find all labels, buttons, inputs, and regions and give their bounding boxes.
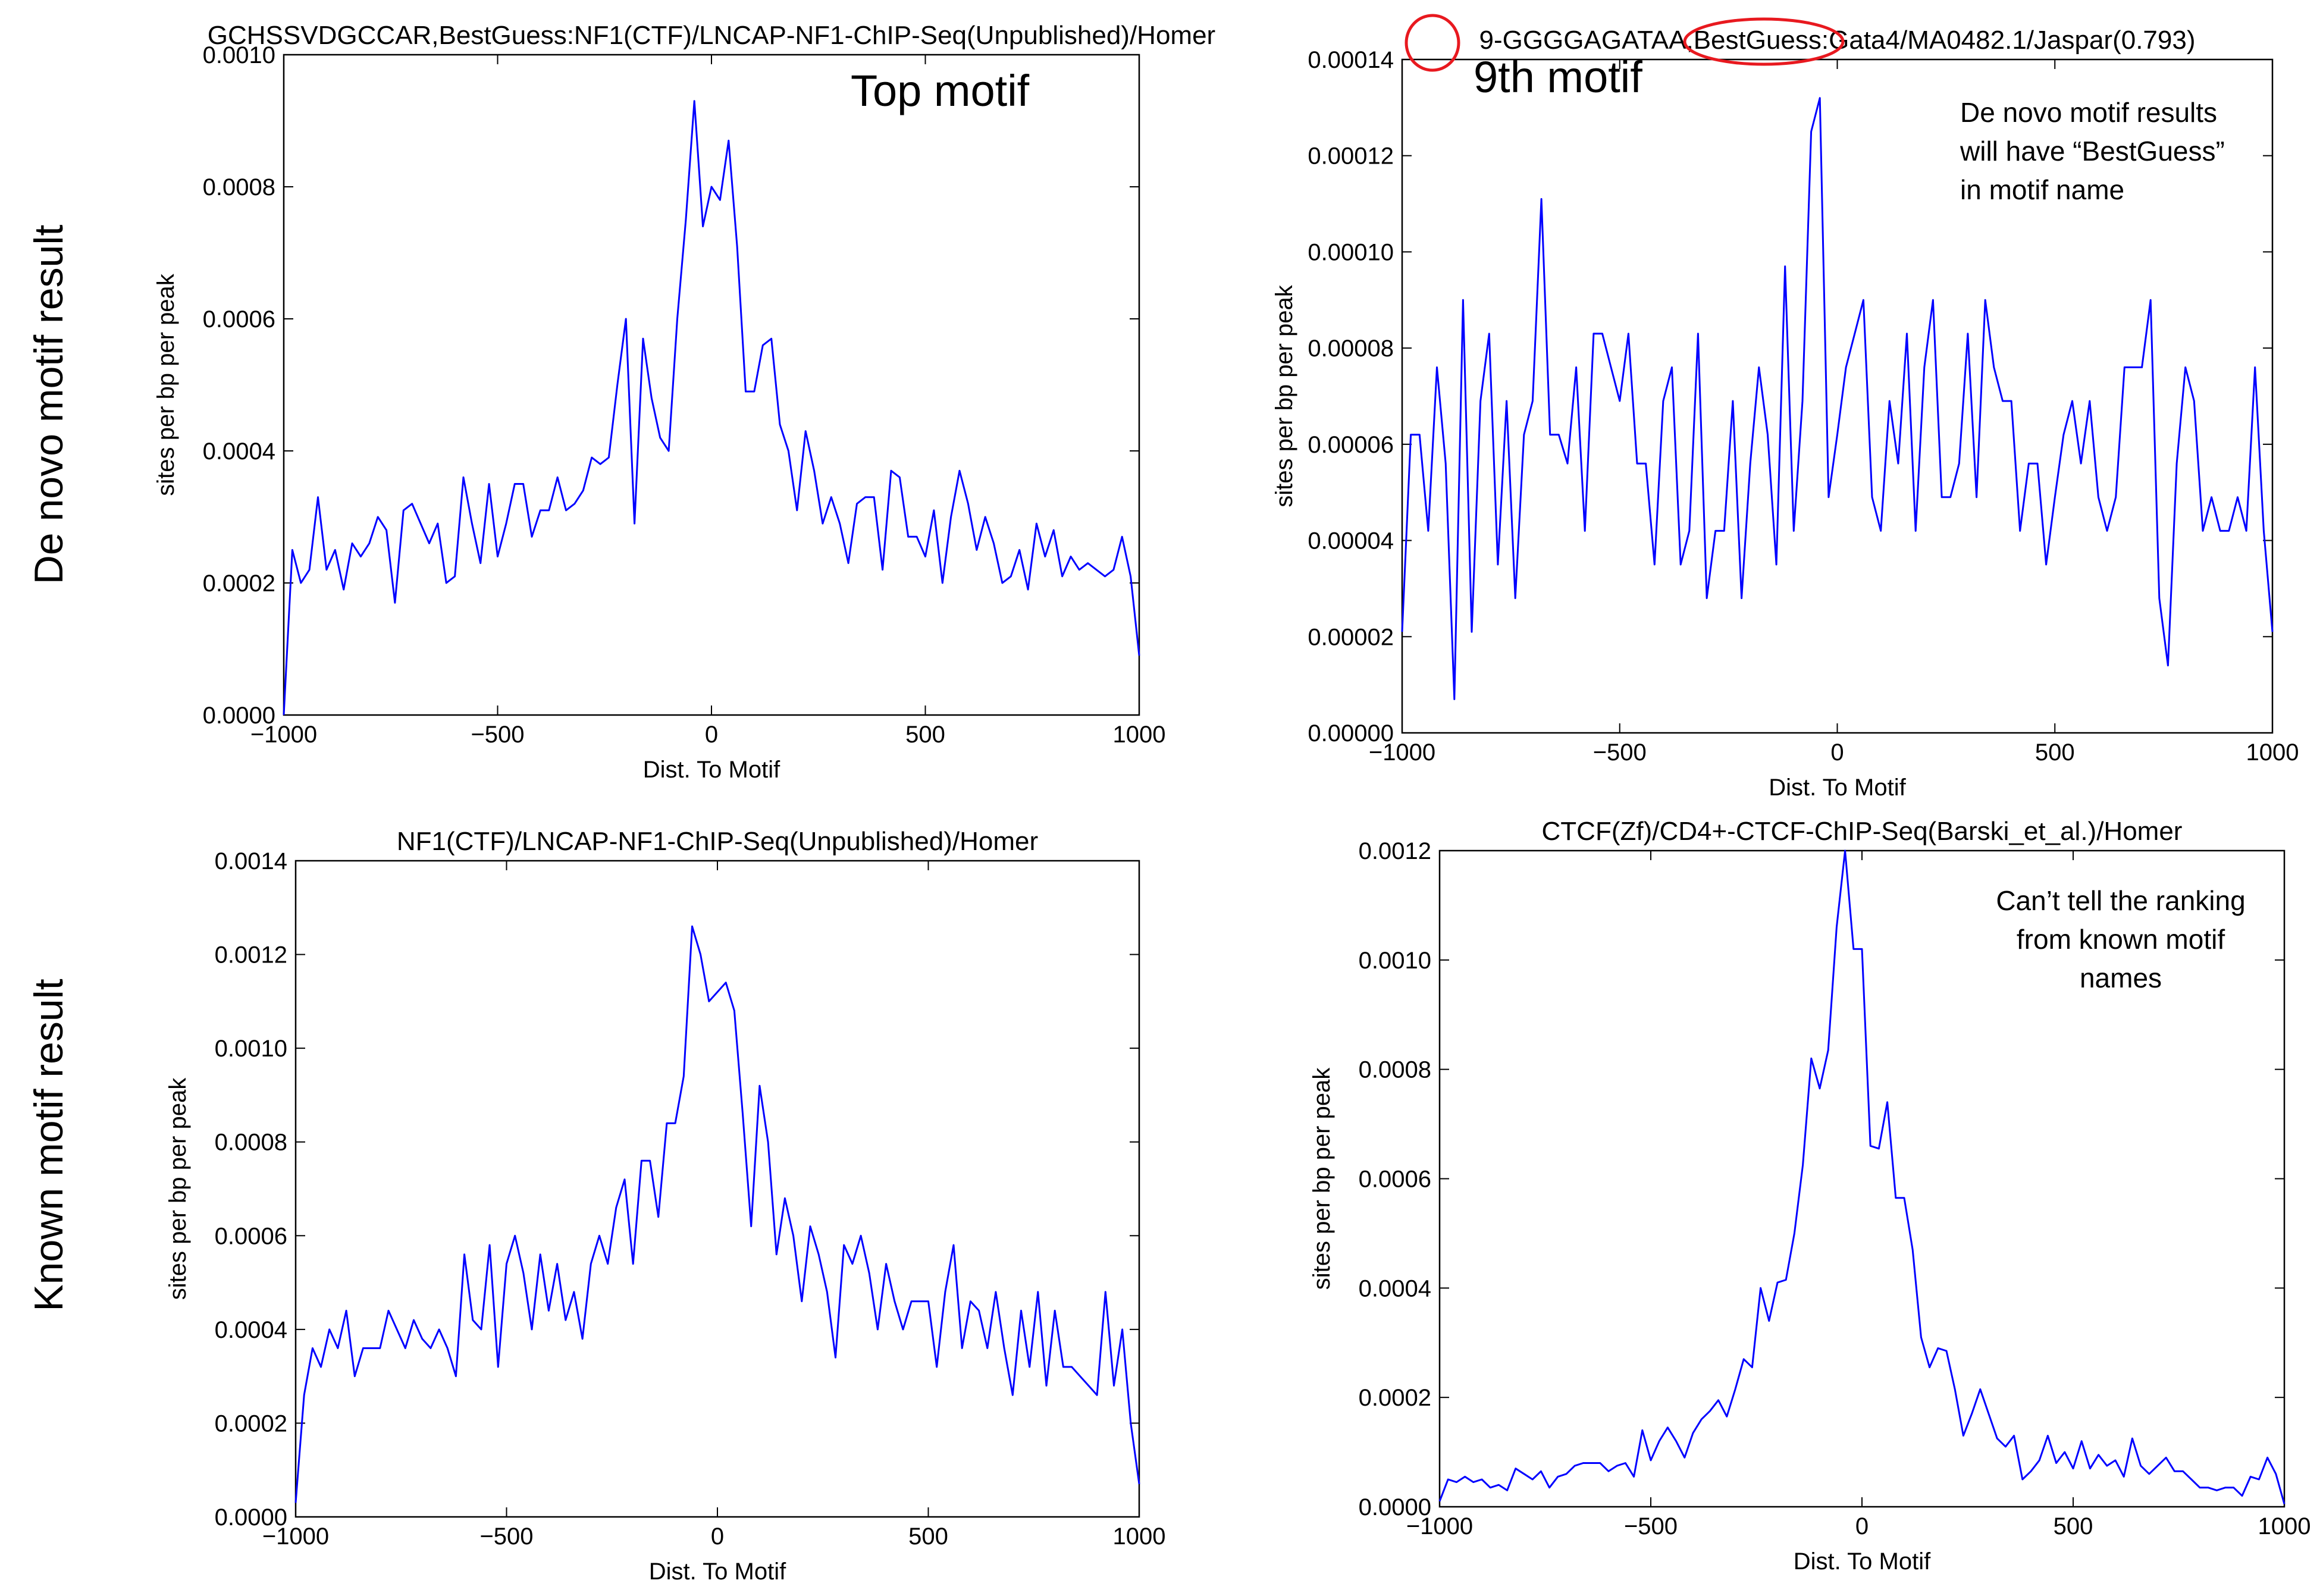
x-axis-label: Dist. To Motif <box>649 1559 786 1585</box>
y-tick-label: 0.00012 <box>1308 143 1394 170</box>
y-tick-label: 0.0008 <box>1359 1057 1431 1083</box>
y-tick-label: 0.0012 <box>1359 838 1431 864</box>
y-tick-label: 0.0010 <box>215 1036 287 1062</box>
x-tick-label: 1000 <box>1113 1523 1166 1550</box>
y-tick-label: 0.00010 <box>1308 239 1394 265</box>
y-tick-label: 0.0000 <box>1359 1494 1431 1520</box>
y-tick-label: 0.00004 <box>1308 528 1394 554</box>
y-axis-label: sites per bp per peak <box>1271 284 1297 507</box>
x-tick-label: −500 <box>1624 1513 1678 1539</box>
chart-bottom-right: CTCF(Zf)/CD4+-CTCF-ChIP-Seq(Barski_et_al… <box>1309 817 2311 1575</box>
y-tick-label: 0.0014 <box>215 848 287 874</box>
x-tick-label: −1000 <box>250 722 317 748</box>
x-tick-label: 1000 <box>2246 739 2299 766</box>
series-line <box>1401 97 2274 700</box>
y-tick-label: 0.0010 <box>203 42 275 68</box>
chart-top-right: 9-GGGGAGATAA,BestGuess:Gata4/MA0482.1/Ja… <box>1271 26 2299 801</box>
highlight-rank-number <box>1405 14 1460 72</box>
chart-title: CTCF(Zf)/CD4+-CTCF-ChIP-Seq(Barski_et_al… <box>1542 817 2183 846</box>
x-tick-label: 1000 <box>2258 1513 2311 1539</box>
x-tick-label: 0 <box>1855 1513 1869 1539</box>
y-tick-label: 0.00002 <box>1308 624 1394 650</box>
chart-title: GCHSSVDGCCAR,BestGuess:NF1(CTF)/LNCAP-NF… <box>208 21 1215 50</box>
x-tick-label: −1000 <box>1406 1513 1473 1539</box>
y-tick-label: 0.0000 <box>203 703 275 729</box>
y-tick-label: 0.0004 <box>203 438 275 465</box>
y-tick-label: 0.0008 <box>203 174 275 200</box>
y-tick-label: 0.0008 <box>215 1130 287 1156</box>
chart-bottom-left: NF1(CTF)/LNCAP-NF1-ChIP-Seq(Unpublished)… <box>165 827 1165 1585</box>
x-tick-label: −500 <box>1593 739 1647 766</box>
y-tick-label: 0.0002 <box>215 1410 287 1437</box>
chart-annotation: will have “BestGuess” <box>1960 136 2225 167</box>
x-axis-label: Dist. To Motif <box>1769 775 1906 801</box>
series-line <box>1438 849 2286 1504</box>
x-tick-label: 500 <box>908 1523 948 1550</box>
x-tick-label: −500 <box>471 722 524 748</box>
y-tick-label: 0.0012 <box>215 942 287 968</box>
chart-annotation: Top motif <box>851 66 1030 115</box>
x-tick-label: 500 <box>2054 1513 2093 1539</box>
chart-annotation: in motif name <box>1960 174 2124 205</box>
x-tick-label: 0 <box>705 722 718 748</box>
y-tick-label: 0.00000 <box>1308 720 1394 747</box>
row-label-known: Known motif result <box>26 979 71 1312</box>
x-tick-label: −500 <box>479 1523 533 1550</box>
y-tick-label: 0.0006 <box>215 1223 287 1249</box>
x-tick-label: 500 <box>905 722 945 748</box>
y-tick-label: 0.0010 <box>1359 948 1431 974</box>
series-line <box>283 100 1140 716</box>
chart-annotation: 9th motif <box>1474 52 1642 102</box>
series-line <box>294 925 1140 1503</box>
x-tick-label: 0 <box>711 1523 724 1550</box>
y-tick-label: 0.0006 <box>203 306 275 333</box>
highlight-bestguess <box>1683 17 1845 66</box>
chart-title: NF1(CTF)/LNCAP-NF1-ChIP-Seq(Unpublished)… <box>397 827 1038 856</box>
y-tick-label: 0.0004 <box>1359 1275 1431 1302</box>
chart-annotation: Can’t tell the ranking <box>1996 885 2245 916</box>
x-axis-label: Dist. To Motif <box>643 757 780 783</box>
y-tick-label: 0.00008 <box>1308 335 1394 362</box>
y-tick-label: 0.00014 <box>1308 47 1394 73</box>
x-axis-label: Dist. To Motif <box>1794 1548 1931 1575</box>
y-tick-label: 0.00006 <box>1308 432 1394 458</box>
chart-top-left: GCHSSVDGCCAR,BestGuess:NF1(CTF)/LNCAP-NF… <box>153 21 1215 783</box>
chart-annotation: from known motif <box>2017 924 2225 955</box>
chart-annotation: De novo motif results <box>1960 97 2217 128</box>
row-label-de-novo: De novo motif result <box>26 224 71 585</box>
x-tick-label: 1000 <box>1113 722 1166 748</box>
y-axis-label: sites per bp per peak <box>165 1077 191 1300</box>
y-tick-label: 0.0004 <box>215 1317 287 1343</box>
y-tick-label: 0.0002 <box>203 570 275 597</box>
x-tick-label: −1000 <box>1369 739 1435 766</box>
y-tick-label: 0.0006 <box>1359 1167 1431 1193</box>
y-tick-label: 0.0002 <box>1359 1385 1431 1411</box>
chart-annotation: names <box>2080 962 2162 993</box>
y-axis-label: sites per bp per peak <box>153 273 179 496</box>
y-axis-label: sites per bp per peak <box>1309 1067 1335 1290</box>
y-tick-label: 0.0000 <box>215 1504 287 1531</box>
x-tick-label: −1000 <box>262 1523 329 1550</box>
x-tick-label: 500 <box>2035 739 2075 766</box>
x-tick-label: 0 <box>1830 739 1844 766</box>
